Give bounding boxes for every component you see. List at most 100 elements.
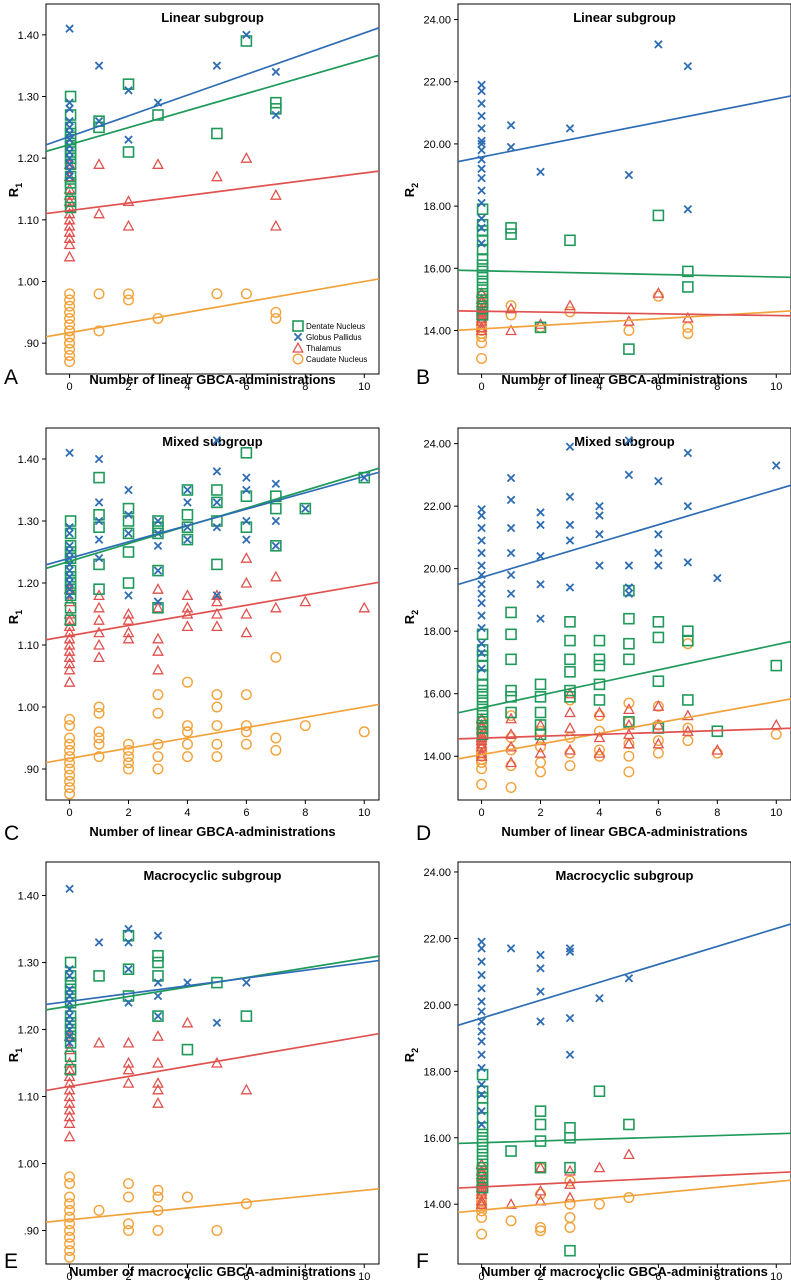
globus-point bbox=[153, 541, 163, 551]
globus-point bbox=[624, 170, 634, 180]
dentate-point bbox=[534, 678, 547, 691]
dentate-point bbox=[240, 446, 253, 459]
y-axis-label: R2 bbox=[402, 183, 420, 197]
legend-marker-triangle bbox=[292, 341, 304, 353]
dentate-point bbox=[64, 195, 77, 208]
y-axis-label-main: R bbox=[6, 187, 21, 197]
thalamus-point bbox=[122, 626, 135, 638]
globus-point bbox=[477, 1080, 486, 1089]
caudate-point bbox=[535, 756, 547, 768]
x-tick-label: 4 bbox=[596, 381, 602, 393]
thalamus-point bbox=[152, 1097, 164, 1108]
y-tick-label: 1.20 bbox=[18, 153, 39, 165]
thalamus-point bbox=[63, 614, 76, 625]
globus-point bbox=[271, 516, 281, 526]
globus-point bbox=[477, 80, 486, 90]
globus-point bbox=[565, 944, 575, 953]
caudate-point bbox=[564, 694, 576, 706]
caudate-point bbox=[64, 288, 76, 300]
thalamus-point bbox=[63, 1063, 76, 1075]
globus-point bbox=[183, 535, 192, 544]
thalamus-point bbox=[63, 250, 76, 262]
panel-letter: F bbox=[416, 1250, 429, 1273]
globus-point bbox=[536, 950, 545, 960]
globus-point bbox=[506, 473, 516, 483]
dentate-point bbox=[505, 1145, 517, 1157]
caudate-point bbox=[211, 738, 223, 750]
thalamus-point bbox=[122, 632, 135, 644]
globus-point bbox=[595, 501, 604, 511]
caudate-point bbox=[623, 766, 635, 778]
caudate-point bbox=[564, 760, 576, 772]
globus-point bbox=[477, 99, 486, 108]
globus-point bbox=[565, 536, 575, 545]
thalamus-point bbox=[623, 703, 635, 714]
x-tick-label: 6 bbox=[655, 807, 661, 819]
x-tick-label: 2 bbox=[537, 1271, 543, 1280]
globus-point bbox=[477, 957, 486, 966]
caudate-point bbox=[123, 1191, 135, 1203]
y-tick-label: 1.20 bbox=[18, 1025, 39, 1037]
thalamus-point bbox=[93, 207, 105, 219]
y-axis-label-main: R bbox=[402, 187, 417, 197]
thalamus-point bbox=[93, 1036, 105, 1048]
dentate-point bbox=[682, 265, 694, 278]
globus-point bbox=[242, 535, 251, 544]
caudate-point bbox=[64, 769, 76, 781]
dentate-point bbox=[652, 631, 665, 644]
dentate-point bbox=[476, 259, 489, 271]
dentate-point bbox=[505, 228, 517, 240]
caudate-point bbox=[711, 747, 723, 759]
globus-point bbox=[65, 147, 74, 157]
caudate-point bbox=[564, 747, 576, 759]
globus-point bbox=[124, 485, 133, 495]
x-tick-label: 8 bbox=[302, 1271, 308, 1280]
globus-point bbox=[212, 436, 222, 445]
plot-area bbox=[46, 884, 379, 1263]
globus-point bbox=[654, 548, 663, 558]
globus-point bbox=[65, 566, 74, 575]
dentate-point bbox=[564, 634, 576, 647]
globus-point bbox=[153, 597, 163, 606]
y-axis-label: R1 bbox=[6, 610, 24, 624]
caudate-point bbox=[270, 651, 282, 663]
y-tick-label: 1.10 bbox=[18, 640, 39, 652]
dentate-fit-line bbox=[458, 640, 791, 714]
thalamus-point bbox=[211, 170, 223, 182]
caudate-point bbox=[64, 1245, 76, 1257]
dentate-point bbox=[623, 343, 635, 355]
x-tick-label: 8 bbox=[302, 807, 308, 819]
thalamus-point bbox=[475, 324, 488, 336]
globus-point bbox=[477, 86, 486, 96]
caudate-point bbox=[64, 325, 76, 337]
y-tick-label: 1.00 bbox=[18, 277, 39, 289]
caudate-fit-line bbox=[458, 1179, 791, 1214]
thalamus-point bbox=[122, 1056, 135, 1068]
globus-point bbox=[65, 591, 74, 600]
caudate-point bbox=[152, 1191, 164, 1203]
globus-point bbox=[94, 116, 104, 126]
globus-fit-line bbox=[46, 471, 379, 566]
y-tick-label: 1.00 bbox=[18, 1159, 39, 1171]
globus-point bbox=[477, 124, 486, 133]
globus-point bbox=[477, 139, 486, 149]
dentate-point bbox=[476, 271, 489, 284]
globus-point bbox=[477, 145, 486, 155]
thalamus-point bbox=[63, 170, 76, 182]
dentate-point bbox=[476, 1135, 489, 1147]
globus-point bbox=[183, 485, 192, 495]
dentate-point bbox=[623, 1118, 635, 1131]
panel-letter: A bbox=[4, 366, 18, 389]
caudate-point bbox=[123, 744, 135, 756]
x-tick-label: 6 bbox=[243, 381, 249, 393]
panel-f: Macrocyclic subgroup 0 2 4 6 8 10 14.00 16.00 18.… bbox=[402, 861, 791, 1283]
thalamus-point bbox=[122, 1063, 135, 1075]
caudate-point bbox=[64, 732, 76, 744]
thalamus-point bbox=[152, 1083, 164, 1095]
globus-point bbox=[683, 204, 693, 214]
caudate-point bbox=[93, 751, 105, 763]
caudate-point bbox=[93, 288, 105, 300]
globus-point bbox=[683, 558, 693, 567]
x-tick-label: 2 bbox=[537, 807, 543, 819]
caudate-point bbox=[93, 1204, 105, 1216]
